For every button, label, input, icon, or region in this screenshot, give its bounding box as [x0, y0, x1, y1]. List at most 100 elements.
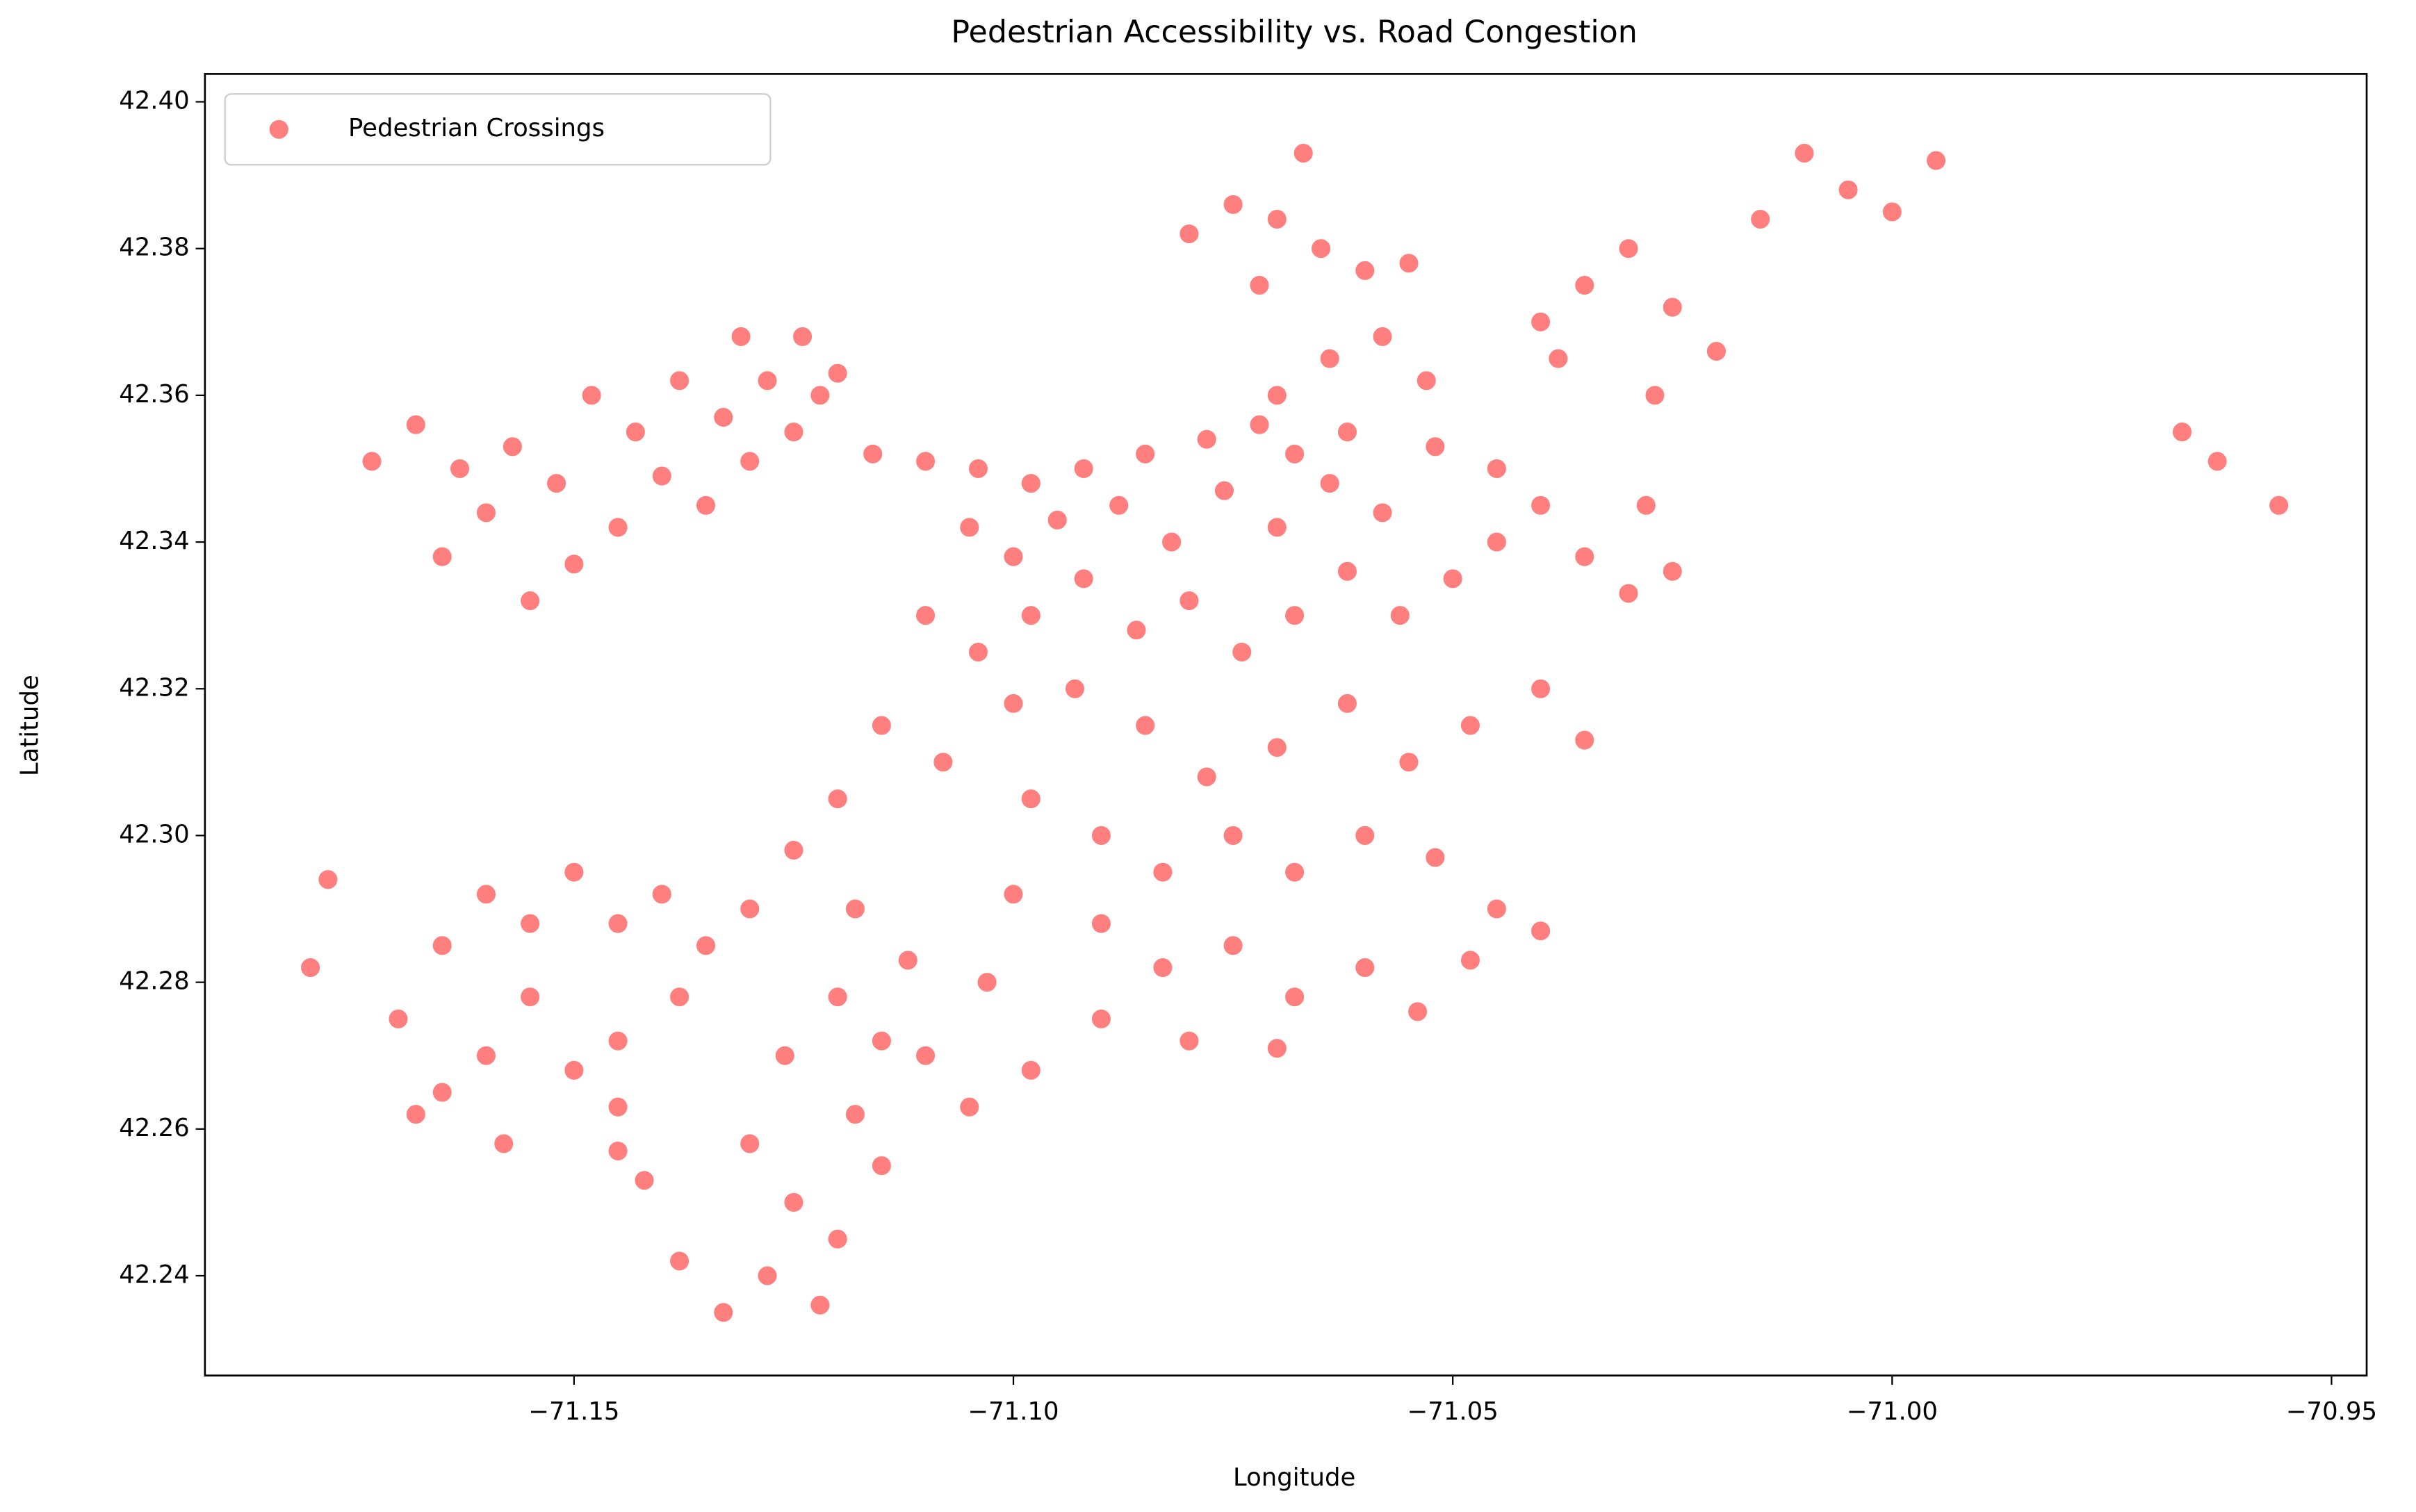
point — [739, 1133, 761, 1155]
point — [1046, 509, 1068, 531]
point — [862, 443, 884, 465]
point — [1072, 568, 1095, 590]
point — [1460, 949, 1481, 971]
point — [826, 362, 849, 384]
point — [1407, 1001, 1428, 1023]
point — [1486, 898, 1508, 920]
point — [1195, 428, 1218, 450]
plot-area — [300, 142, 2290, 1324]
point — [1091, 912, 1112, 935]
point — [317, 869, 339, 891]
point — [1530, 920, 1551, 942]
point — [968, 458, 989, 479]
point — [809, 1294, 831, 1316]
point — [1266, 384, 1288, 406]
y-tick-label: 42.36 — [119, 380, 190, 409]
point — [449, 458, 471, 479]
point — [475, 502, 497, 524]
point — [519, 590, 541, 611]
point — [1371, 326, 1394, 347]
point — [475, 1044, 497, 1067]
point — [1108, 494, 1130, 516]
point — [1266, 737, 1288, 759]
point — [1292, 142, 1314, 164]
point — [915, 1044, 936, 1067]
point — [1706, 340, 1727, 362]
point — [826, 1228, 849, 1250]
point — [915, 605, 936, 626]
point — [1020, 472, 1042, 494]
point — [1547, 347, 1569, 370]
point — [1195, 766, 1218, 788]
x-tick-label: −71.05 — [1407, 1397, 1499, 1426]
point — [1091, 825, 1112, 846]
point — [844, 898, 866, 920]
y-tick-label: 42.40 — [119, 87, 190, 115]
point — [712, 406, 735, 428]
point — [1002, 545, 1025, 568]
legend: Pedestrian Crossings — [224, 93, 772, 166]
point — [1486, 531, 1508, 553]
point — [1337, 421, 1358, 443]
y-tick-label: 42.30 — [119, 820, 190, 848]
point — [871, 1030, 892, 1052]
legend-marker — [268, 118, 290, 140]
point — [651, 465, 673, 487]
point — [1530, 311, 1551, 333]
point — [1371, 502, 1394, 524]
point — [1574, 545, 1596, 568]
point — [2268, 494, 2290, 516]
point — [783, 839, 805, 861]
point — [607, 1096, 629, 1118]
point — [563, 553, 585, 575]
axes-frame — [204, 73, 2368, 1377]
point — [519, 912, 541, 935]
point — [932, 751, 954, 773]
point — [1354, 957, 1376, 978]
point — [625, 421, 646, 443]
point — [826, 986, 849, 1008]
y-tick-label: 42.24 — [119, 1260, 190, 1289]
point — [475, 883, 497, 905]
point — [669, 370, 690, 392]
point — [1337, 693, 1358, 714]
x-tick-label: −71.15 — [528, 1397, 619, 1426]
point — [1661, 296, 1683, 318]
point — [1178, 223, 1200, 245]
point — [1617, 582, 1640, 605]
point — [1266, 516, 1288, 539]
point — [1319, 347, 1341, 370]
point — [563, 1060, 585, 1081]
y-tick-label: 42.26 — [119, 1114, 190, 1142]
point — [431, 1081, 453, 1103]
point — [1284, 605, 1305, 626]
point — [546, 472, 567, 494]
point — [1310, 238, 1332, 260]
point — [1398, 252, 1420, 274]
point — [897, 949, 919, 971]
point — [502, 436, 523, 458]
point — [1837, 179, 1859, 201]
x-tick-label: −70.95 — [2286, 1397, 2377, 1426]
point — [783, 421, 805, 443]
point — [1319, 472, 1341, 494]
point — [1460, 714, 1481, 737]
point — [1354, 825, 1376, 846]
y-axis-label: Latitude — [15, 675, 44, 776]
point — [387, 1008, 409, 1030]
point — [1882, 201, 1903, 223]
point — [1125, 619, 1148, 641]
point — [783, 1192, 805, 1213]
point — [712, 1301, 735, 1324]
point — [1161, 531, 1182, 553]
point — [976, 971, 998, 993]
x-tick-label: −71.00 — [1847, 1397, 1938, 1426]
point — [1266, 208, 1288, 230]
point — [580, 384, 603, 406]
point — [405, 413, 427, 436]
point — [651, 883, 673, 905]
point — [1486, 458, 1508, 479]
point — [1337, 561, 1358, 582]
point — [826, 788, 849, 810]
point — [1284, 443, 1305, 465]
